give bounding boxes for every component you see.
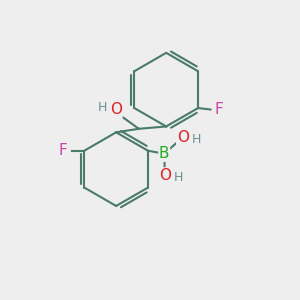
Text: H: H <box>192 133 201 146</box>
Text: O: O <box>159 168 171 183</box>
Text: B: B <box>159 146 169 161</box>
Text: F: F <box>214 102 223 117</box>
Text: O: O <box>177 130 189 145</box>
Text: H: H <box>98 100 107 113</box>
Text: O: O <box>110 102 122 117</box>
Text: F: F <box>59 143 68 158</box>
Text: H: H <box>174 171 184 184</box>
